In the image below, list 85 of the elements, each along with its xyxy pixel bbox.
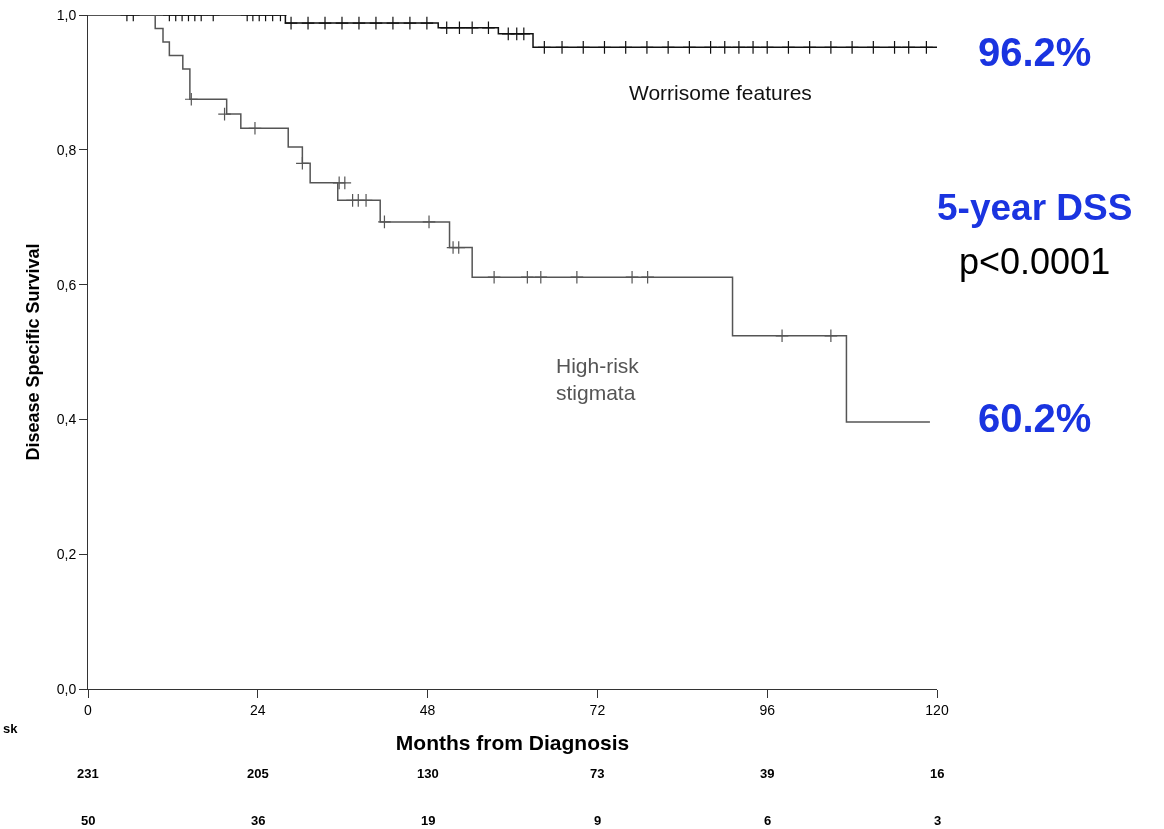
point bbox=[284, 16, 298, 30]
point bbox=[422, 215, 436, 229]
text: p<0.0001 bbox=[959, 241, 1111, 282]
point bbox=[640, 270, 655, 285]
point bbox=[625, 270, 639, 285]
point bbox=[823, 40, 838, 55]
x-tick-label: 0 bbox=[84, 701, 93, 718]
point bbox=[537, 40, 552, 55]
point bbox=[487, 270, 502, 285]
point bbox=[760, 40, 775, 55]
point bbox=[386, 16, 400, 30]
point bbox=[919, 40, 934, 55]
x-tick-label: 96 bbox=[759, 701, 776, 718]
point bbox=[481, 20, 496, 35]
point bbox=[248, 121, 262, 136]
point bbox=[682, 40, 697, 55]
x-axis-title: Months from Diagnosis bbox=[395, 731, 630, 754]
point bbox=[576, 40, 591, 55]
text: 19 bbox=[421, 813, 436, 828]
point bbox=[377, 215, 392, 229]
point bbox=[640, 40, 654, 55]
point bbox=[887, 40, 902, 55]
y-tick-label: 1,0 bbox=[56, 6, 77, 23]
point bbox=[439, 20, 454, 35]
text: High-risk stigmata bbox=[556, 354, 640, 405]
annotation: 5-year DSS bbox=[937, 187, 1133, 228]
point bbox=[802, 40, 817, 55]
point bbox=[335, 16, 349, 30]
point bbox=[661, 40, 676, 55]
text: 50 bbox=[81, 813, 96, 828]
point bbox=[775, 328, 789, 343]
point bbox=[295, 156, 310, 171]
point bbox=[516, 26, 531, 41]
point bbox=[419, 16, 434, 30]
point bbox=[452, 20, 467, 35]
point bbox=[533, 270, 548, 285]
point bbox=[465, 20, 480, 35]
text: 60.2% bbox=[978, 396, 1092, 440]
series-label: Worrisome features bbox=[629, 81, 812, 104]
point bbox=[732, 40, 746, 55]
point bbox=[337, 175, 352, 190]
x-tick-label: 24 bbox=[250, 701, 266, 718]
y-axis-title: Disease Specific Survival bbox=[22, 243, 43, 461]
text: 9 bbox=[594, 813, 602, 828]
point bbox=[845, 40, 859, 55]
point bbox=[569, 270, 584, 285]
point bbox=[217, 107, 232, 121]
point bbox=[184, 92, 199, 107]
point bbox=[746, 40, 760, 55]
text: sk bbox=[3, 721, 19, 736]
text: 3 bbox=[934, 813, 942, 828]
point bbox=[703, 40, 718, 55]
point bbox=[866, 40, 881, 55]
text: 16 bbox=[930, 766, 945, 781]
point bbox=[597, 40, 612, 55]
point bbox=[618, 40, 633, 55]
point bbox=[520, 270, 535, 285]
point bbox=[555, 40, 569, 55]
point bbox=[901, 40, 916, 55]
y-tick-label: 0,4 bbox=[56, 411, 77, 428]
point bbox=[352, 16, 366, 30]
point bbox=[318, 16, 332, 30]
point bbox=[781, 40, 796, 55]
point bbox=[451, 240, 466, 255]
x-tick-label: 48 bbox=[419, 701, 436, 718]
point bbox=[717, 40, 732, 55]
x-tick-label: 72 bbox=[589, 701, 606, 718]
point bbox=[369, 16, 383, 30]
y-tick-label: 0,0 bbox=[56, 680, 77, 697]
text: 231 bbox=[77, 766, 99, 781]
point bbox=[403, 16, 417, 30]
point bbox=[301, 16, 315, 30]
text: 36 bbox=[251, 813, 266, 828]
y-tick-label: 0,8 bbox=[56, 141, 77, 158]
point bbox=[823, 328, 838, 343]
x-tick-label: 120 bbox=[925, 701, 949, 718]
text: 130 bbox=[417, 766, 439, 781]
point bbox=[359, 193, 373, 208]
text: 73 bbox=[590, 766, 605, 781]
y-tick-label: 0,2 bbox=[56, 546, 77, 563]
y-tick-label: 0,6 bbox=[56, 276, 77, 293]
text: 205 bbox=[247, 766, 269, 781]
text: 39 bbox=[760, 766, 775, 781]
text: 6 bbox=[764, 813, 772, 828]
text: 96.2% bbox=[978, 30, 1092, 74]
